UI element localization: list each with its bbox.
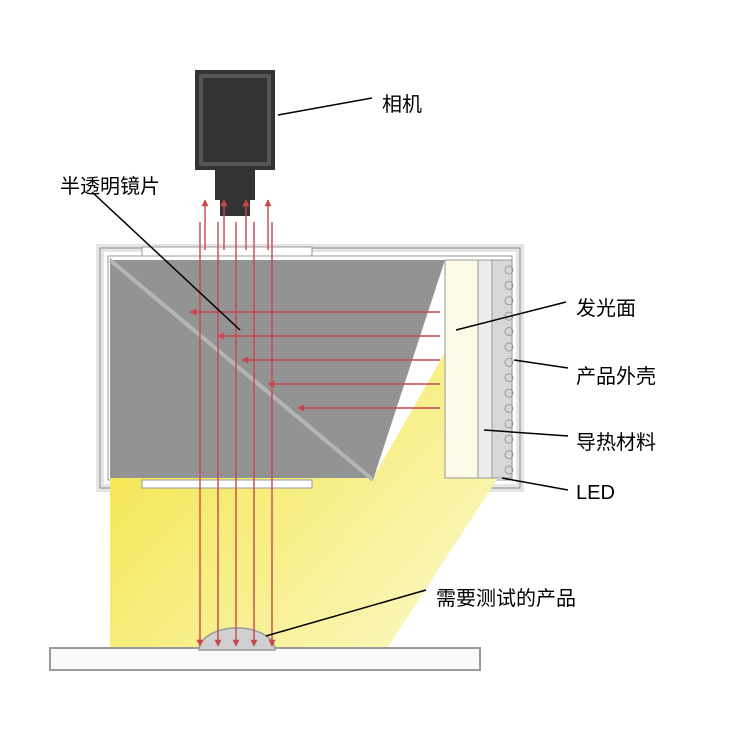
diagram-root: 相机半透明镜片发光面产品外壳导热材料 LED 需要测试的产品 [0, 0, 750, 750]
label-emit-surface: 发光面 [576, 292, 636, 321]
label-dut: 需要测试的产品 [436, 582, 576, 611]
label-heat-material: 导热材料 [576, 426, 656, 455]
label-shell: 产品外壳 [576, 360, 656, 389]
label-led: LED [576, 482, 615, 505]
label-mirror: 半透明镜片 [60, 170, 160, 199]
label-camera: 相机 [382, 88, 422, 117]
